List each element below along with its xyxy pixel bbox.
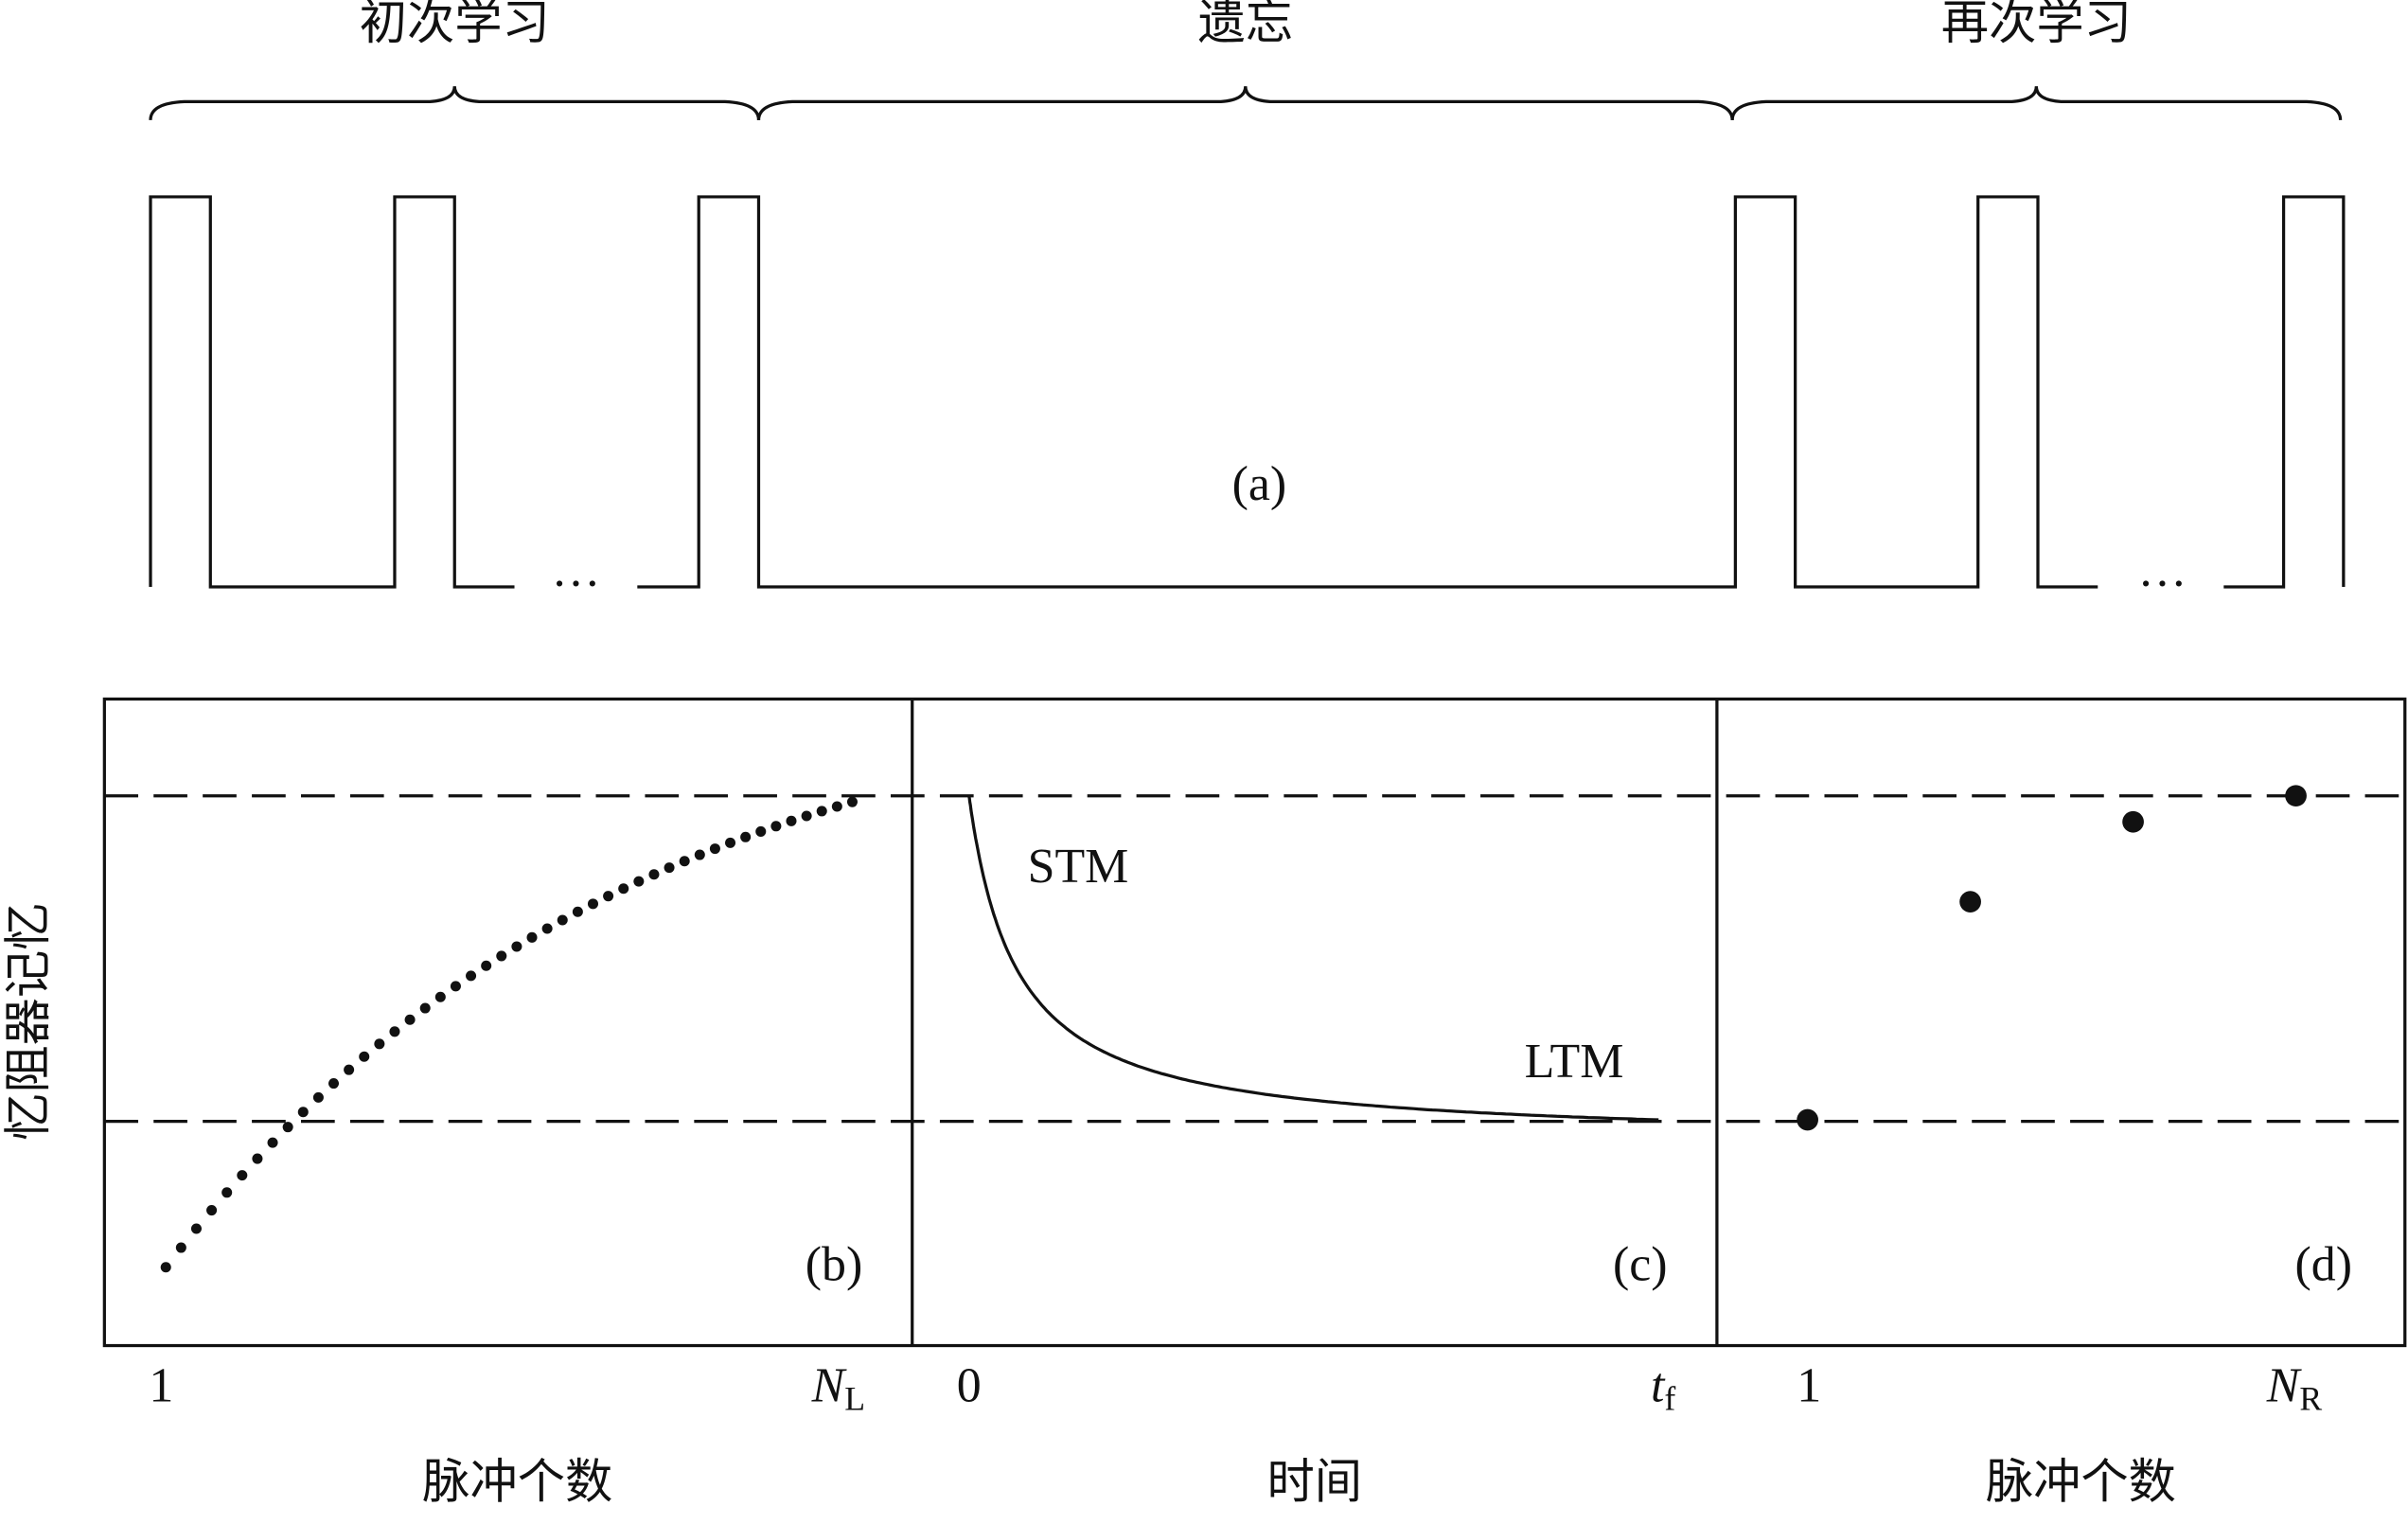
dot xyxy=(466,970,477,982)
dot xyxy=(846,796,858,807)
dot xyxy=(1959,891,1981,913)
dot xyxy=(587,898,598,910)
dot xyxy=(831,801,842,812)
dot xyxy=(344,1064,355,1075)
dot xyxy=(389,1026,400,1037)
dot xyxy=(572,906,583,917)
dot xyxy=(297,1107,309,1118)
tick-label: tf xyxy=(1651,1358,1675,1417)
dot xyxy=(2285,785,2307,807)
dot xyxy=(267,1137,278,1148)
dot xyxy=(450,981,461,992)
dot xyxy=(557,914,568,926)
panel-label: (b) xyxy=(806,1237,863,1291)
dot xyxy=(496,950,507,962)
tick-label: NR xyxy=(2266,1358,2323,1417)
panel-frame xyxy=(102,697,2407,1348)
learning-dots xyxy=(160,796,858,1273)
dot xyxy=(755,825,767,837)
panel-label: (d) xyxy=(2294,1237,2352,1291)
dot xyxy=(282,1122,293,1133)
phase-label: 再次学习 xyxy=(1941,0,2132,49)
dot xyxy=(481,960,492,971)
dot xyxy=(526,931,538,943)
y-axis-label: 忆阻器记忆 xyxy=(2,902,55,1140)
brace xyxy=(1730,85,2343,120)
tick-label: 0 xyxy=(957,1358,982,1412)
x-axis-label: 时间 xyxy=(1267,1455,1363,1508)
dot xyxy=(694,849,705,860)
pulse-path xyxy=(149,195,515,589)
curve-label: STM xyxy=(1028,840,1129,894)
dot xyxy=(221,1187,233,1198)
dot xyxy=(2122,810,2144,833)
brace xyxy=(149,85,761,120)
brace xyxy=(756,85,1734,120)
dot xyxy=(633,876,645,887)
tick-main: t xyxy=(1651,1358,1666,1412)
phase-label: 遗忘 xyxy=(1198,0,1294,49)
dot xyxy=(1797,1108,1818,1131)
forgetting-curve xyxy=(967,795,1659,1122)
dot xyxy=(434,991,446,1002)
relearning-dots xyxy=(1797,785,2307,1131)
tick-label: 1 xyxy=(1797,1358,1821,1412)
tick-main: N xyxy=(2266,1358,2303,1412)
dot xyxy=(648,869,660,880)
dot xyxy=(252,1153,263,1164)
pulse-train: … … xyxy=(149,195,2346,597)
ellipsis: … xyxy=(2137,543,2187,597)
tick-sub: R xyxy=(2299,1380,2322,1418)
ellipsis: … xyxy=(551,543,600,597)
dot xyxy=(725,837,736,848)
dot xyxy=(359,1051,370,1062)
curve-label: LTM xyxy=(1525,1035,1624,1089)
dot xyxy=(541,923,553,934)
dot xyxy=(801,810,812,822)
dot xyxy=(603,891,614,902)
dot xyxy=(679,856,690,867)
x-axis-label: 脉冲个数 xyxy=(422,1455,612,1508)
panel-label: (a) xyxy=(1232,457,1287,511)
tick-label: 1 xyxy=(149,1358,173,1412)
dot xyxy=(511,941,522,952)
dot xyxy=(328,1078,340,1090)
dot xyxy=(175,1242,186,1253)
pulse-path xyxy=(2223,195,2346,589)
tick-sub: L xyxy=(844,1380,865,1418)
dot xyxy=(786,815,797,826)
dot xyxy=(664,862,675,874)
dot xyxy=(374,1038,385,1050)
dot xyxy=(618,883,629,895)
phase-label: 初次学习 xyxy=(360,0,550,49)
dot xyxy=(312,1091,324,1103)
dot xyxy=(740,831,752,842)
pulse-path xyxy=(637,195,2098,589)
dot xyxy=(206,1205,218,1216)
tick-main: N xyxy=(811,1358,848,1412)
x-axis-label: 脉冲个数 xyxy=(1986,1455,2176,1508)
tick-sub: f xyxy=(1664,1380,1675,1418)
dot xyxy=(816,806,827,817)
tick-label: NL xyxy=(811,1358,865,1417)
dot xyxy=(190,1223,202,1234)
panel-label: (c) xyxy=(1613,1237,1668,1291)
dot xyxy=(770,821,782,832)
dot xyxy=(419,1002,431,1014)
dot xyxy=(709,843,720,855)
dot xyxy=(237,1170,248,1181)
dot xyxy=(404,1014,416,1025)
dot xyxy=(160,1262,171,1273)
